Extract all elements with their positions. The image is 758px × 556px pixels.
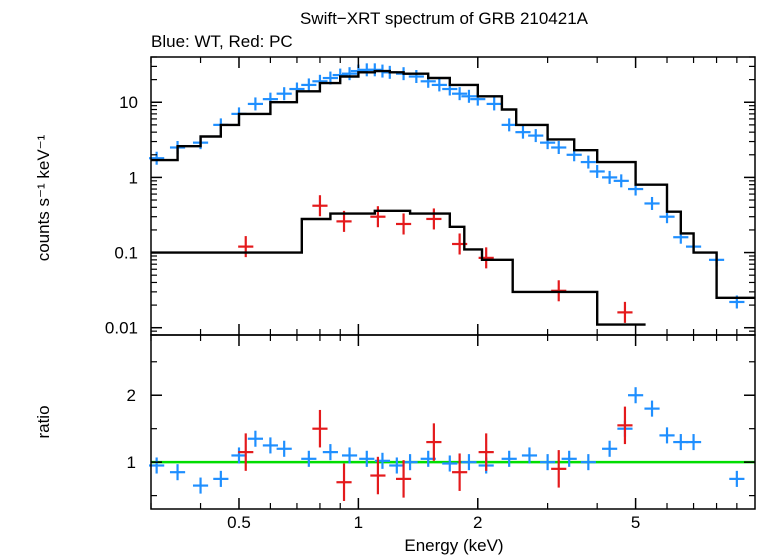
wt-ratio-point [359,450,375,467]
pc-ratio-point [478,433,494,471]
wt-ratio-point [341,447,358,464]
wt-data-point [301,78,317,92]
pc-data-point [238,236,254,258]
wt-data-point [580,155,596,169]
wt-ratio-point [169,464,186,481]
y-tick-label: 10 [119,93,138,112]
wt-data-point [501,118,517,132]
pc-ratio-series [238,406,633,501]
pc-ratio-point [336,463,352,501]
wt-data-point [613,174,629,188]
wt-data-point [461,89,477,103]
wt-ratio-point [442,455,458,472]
wt-data-series [149,63,745,309]
wt-ratio-point [540,454,556,471]
pc-ratio-point [312,409,328,448]
pc-ratio-point [426,423,442,461]
wt-data-point [247,97,263,111]
wt-ratio-point [192,477,209,494]
pc-data-point [617,301,633,323]
ratio-panel: 0.5 1 2 5 1 2 ratio Energy (keV) [34,334,756,555]
wt-ratio-point [301,450,317,467]
wt-ratio-point [276,440,292,457]
wt-data-point [644,196,660,210]
wt-ratio-point [521,447,538,464]
pc-ratio-point [238,433,254,471]
wt-data-point [589,164,605,178]
spectrum-panel: 0.01 0.1 1 10 counts s⁻¹ keV⁻¹ [34,56,756,338]
x-axis-label: Energy (keV) [404,536,503,555]
wt-data-point [452,87,468,101]
wt-data-point [528,129,544,143]
wt-data-point [515,125,531,139]
pc-data-point [426,208,442,230]
spectrum-panel-frame [150,56,756,336]
wt-model-line [151,69,755,299]
wt-ratio-series [149,387,745,494]
wt-data-point [276,87,292,101]
wt-ratio-point [461,454,477,471]
ratio-tick-label: 1 [127,453,136,472]
x-tick-label: 2 [473,513,482,532]
wt-ratio-point [561,450,577,467]
x-tick-label: 0.5 [227,513,251,532]
ratio-axis-label: ratio [34,405,53,438]
wt-ratio-point [602,440,618,457]
wt-ratio-point [389,457,405,474]
y-tick-label: 0.01 [105,319,138,338]
wt-ratio-point [644,400,660,417]
wt-ratio-point [402,454,418,471]
pc-ratio-point [551,450,567,488]
wt-data-point [341,67,358,81]
chart-title: Swift−XRT spectrum of GRB 210421A [300,9,589,28]
pc-data-point [312,195,328,217]
wt-ratio-point [673,434,689,451]
wt-ratio-point [231,447,247,464]
x-tick-label: 5 [631,513,640,532]
wt-ratio-point [685,434,702,451]
y-tick-label: 0.1 [114,244,138,263]
pc-ratio-point [452,453,468,491]
x-tick-label: 1 [354,513,363,532]
wt-data-point [408,70,424,84]
wt-data-point [551,141,567,154]
wt-ratio-point [628,387,644,404]
wt-data-point [486,97,502,111]
pc-model-line [151,209,646,326]
wt-ratio-point [322,444,338,461]
wt-data-point [367,63,383,77]
pc-ratio-point [617,406,633,445]
y-tick-label: 1 [129,168,138,187]
wt-data-point [602,170,618,184]
wt-ratio-point [501,450,517,467]
wt-ratio-point [213,470,229,487]
chart-subtitle: Blue: WT, Red: PC [151,32,293,51]
wt-ratio-point [729,470,745,487]
pc-data-point [370,206,386,228]
wt-ratio-point [659,427,675,444]
ratio-tick-label: 2 [127,386,136,405]
wt-ratio-point [580,454,596,471]
wt-ratio-point [247,430,263,447]
y-axis-label: counts s⁻¹ keV⁻¹ [34,134,53,261]
wt-ratio-point [262,437,278,454]
ratio-panel-frame [150,334,756,510]
wt-data-point [431,78,447,92]
pc-ratio-point [370,456,386,495]
pc-data-point [395,213,412,235]
pc-ratio-point [395,460,412,498]
